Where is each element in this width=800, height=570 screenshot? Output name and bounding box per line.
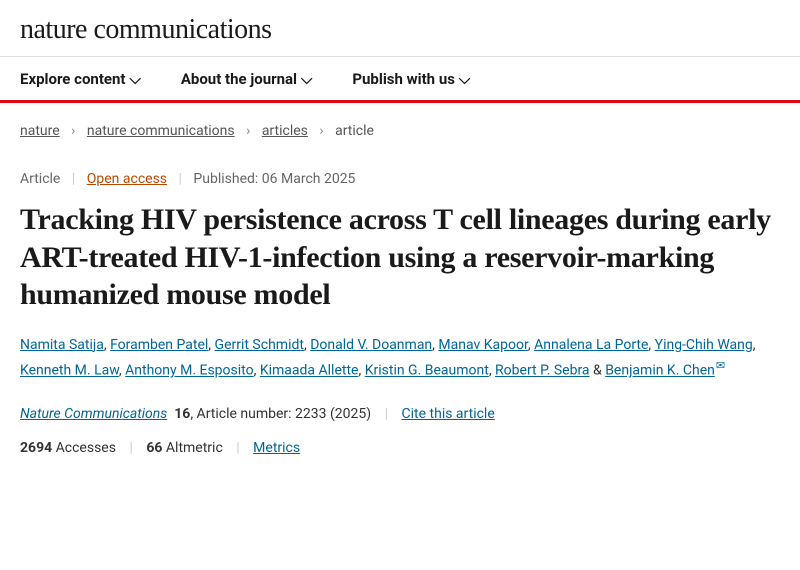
article-type: Article (20, 171, 60, 187)
open-access-link[interactable]: Open access (87, 171, 167, 187)
author-link[interactable]: Namita Satija (20, 337, 104, 353)
author-link[interactable]: Donald V. Doanman (310, 337, 432, 353)
chevron-right-icon: › (246, 123, 250, 139)
mail-icon: ✉ (716, 357, 725, 376)
chevron-right-icon: › (71, 123, 75, 139)
breadcrumb-link[interactable]: nature (20, 123, 60, 139)
divider: | (129, 440, 132, 456)
breadcrumb-link[interactable]: articles (262, 123, 308, 139)
article-stats: 2694 Accesses | 66 Altmetric | Metrics (20, 440, 780, 456)
nav-item-label: Publish with us (352, 70, 455, 88)
nav-about-journal[interactable]: About the journal⌵ (181, 70, 313, 88)
article-header: Article | Open access | Published: 06 Ma… (0, 151, 800, 476)
separator: , (753, 337, 756, 353)
journal-info: Nature Communications 16, Article number… (20, 406, 780, 422)
separator: & (590, 363, 606, 379)
journal-year: (2025) (330, 406, 371, 422)
metrics-link[interactable]: Metrics (253, 440, 300, 456)
brand-logo[interactable]: nature communications (0, 0, 800, 56)
nav-publish-with-us[interactable]: Publish with us⌵ (352, 70, 470, 88)
altmetric-label: Altmetric (166, 440, 223, 456)
journal-volume: 16 (174, 406, 190, 422)
nav-item-label: About the journal (181, 70, 297, 88)
author-list: Namita Satija, Foramben Patel, Gerrit Sc… (20, 334, 780, 384)
author-link[interactable]: Anthony M. Esposito (125, 363, 253, 379)
divider: | (385, 406, 388, 422)
accesses-count: 2694 (20, 440, 52, 456)
chevron-down-icon: ⌵ (129, 70, 140, 88)
author-link[interactable]: Benjamin K. Chen (605, 363, 715, 379)
author-link[interactable]: Kenneth M. Law (20, 363, 119, 379)
main-nav: Explore content⌵ About the journal⌵ Publ… (0, 56, 800, 103)
author-link[interactable]: Kristin G. Beaumont (365, 363, 489, 379)
breadcrumb-link[interactable]: nature communications (87, 123, 235, 139)
divider: | (72, 171, 75, 187)
divider: | (236, 440, 239, 456)
author-link[interactable]: Manav Kapoor (438, 337, 527, 353)
author-link[interactable]: Ying-Chih Wang (655, 337, 753, 353)
published-label: Published: (193, 171, 258, 187)
article-number: 2233 (295, 406, 326, 422)
chevron-down-icon: ⌵ (301, 70, 312, 88)
cite-article-link[interactable]: Cite this article (402, 406, 495, 422)
author-link[interactable]: Robert P. Sebra (495, 363, 590, 379)
breadcrumb: nature › nature communications › article… (0, 103, 800, 151)
breadcrumb-current: article (335, 123, 374, 139)
nav-item-label: Explore content (20, 70, 125, 88)
published-date: Published: 06 March 2025 (193, 171, 355, 187)
published-date-value: 06 March 2025 (262, 171, 356, 187)
author-link[interactable]: Annalena La Porte (534, 337, 648, 353)
author-link[interactable]: Foramben Patel (110, 337, 208, 353)
author-link[interactable]: Kimaada Allette (260, 363, 359, 379)
article-title: Tracking HIV persistence across T cell l… (20, 201, 780, 314)
chevron-right-icon: › (319, 123, 323, 139)
author-link[interactable]: Gerrit Schmidt (215, 337, 304, 353)
nav-explore-content[interactable]: Explore content⌵ (20, 70, 141, 88)
altmetric-count: 66 (146, 440, 162, 456)
article-number-label: , Article number: (190, 406, 291, 422)
article-meta: Article | Open access | Published: 06 Ma… (20, 171, 780, 187)
divider: | (179, 171, 182, 187)
chevron-down-icon: ⌵ (459, 70, 470, 88)
accesses-label: Accesses (56, 440, 116, 456)
journal-name-link[interactable]: Nature Communications (20, 406, 167, 422)
